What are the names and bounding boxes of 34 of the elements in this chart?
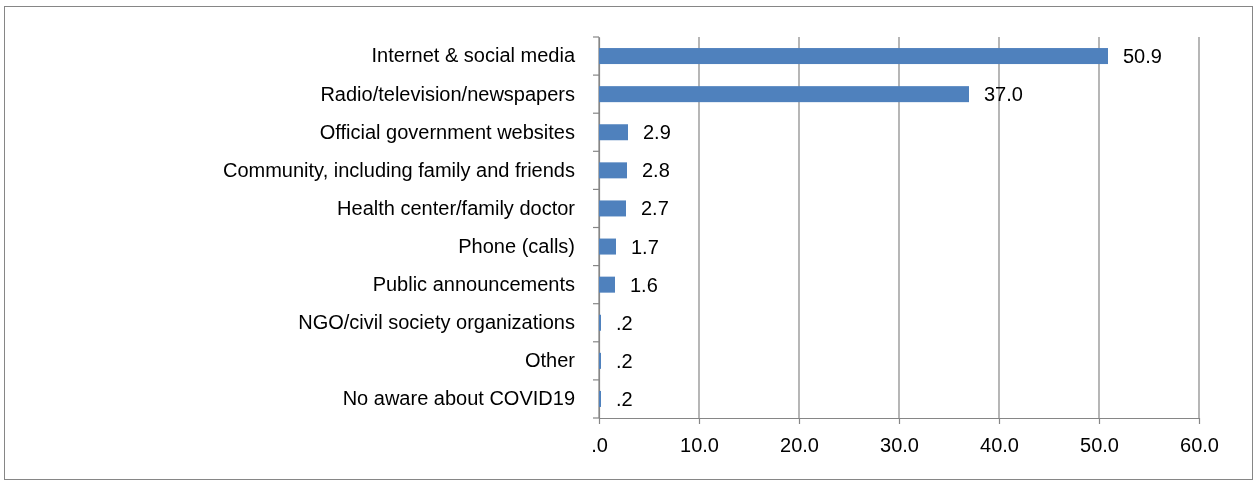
data-label: .2 [616, 349, 633, 372]
bar [599, 238, 616, 255]
x-tick-label: 20.0 [780, 434, 819, 457]
x-tick-label: 10.0 [680, 434, 719, 457]
bar [599, 86, 969, 103]
x-tick-label: 40.0 [980, 434, 1019, 457]
data-label: .2 [616, 387, 633, 410]
bar [599, 162, 627, 179]
y-tick-label: Community, including family and friends [222, 158, 575, 181]
bar [599, 200, 626, 217]
y-tick-label: NGO/civil society organizations [298, 311, 575, 334]
data-label: 2.7 [641, 197, 669, 220]
x-tick-label: 60.0 [1180, 434, 1219, 457]
y-tick-label: Official government websites [319, 120, 575, 143]
bar [599, 276, 615, 293]
y-tick-label: Internet & social media [371, 44, 576, 67]
data-label: .2 [616, 311, 633, 334]
y-tick-label: Public announcements [372, 273, 575, 296]
x-tick-label: 30.0 [880, 434, 919, 457]
data-label: 50.9 [1123, 45, 1162, 68]
data-label: 1.6 [630, 273, 658, 296]
bar [599, 48, 1108, 65]
data-label: 1.7 [631, 235, 659, 258]
y-tick-label: Phone (calls) [458, 234, 575, 257]
data-label: 37.0 [984, 83, 1023, 106]
y-tick-label: Health center/family doctor [337, 196, 576, 219]
bar [599, 124, 628, 141]
y-tick-label: Radio/television/newspapers [320, 82, 575, 105]
x-tick-label: 50.0 [1080, 434, 1119, 457]
y-tick-label: Other [524, 349, 576, 372]
data-label: 2.8 [642, 159, 670, 182]
y-tick-label: No aware about COVID19 [342, 387, 575, 410]
x-tick-label: .0 [591, 434, 608, 457]
data-label: 2.9 [643, 121, 671, 144]
